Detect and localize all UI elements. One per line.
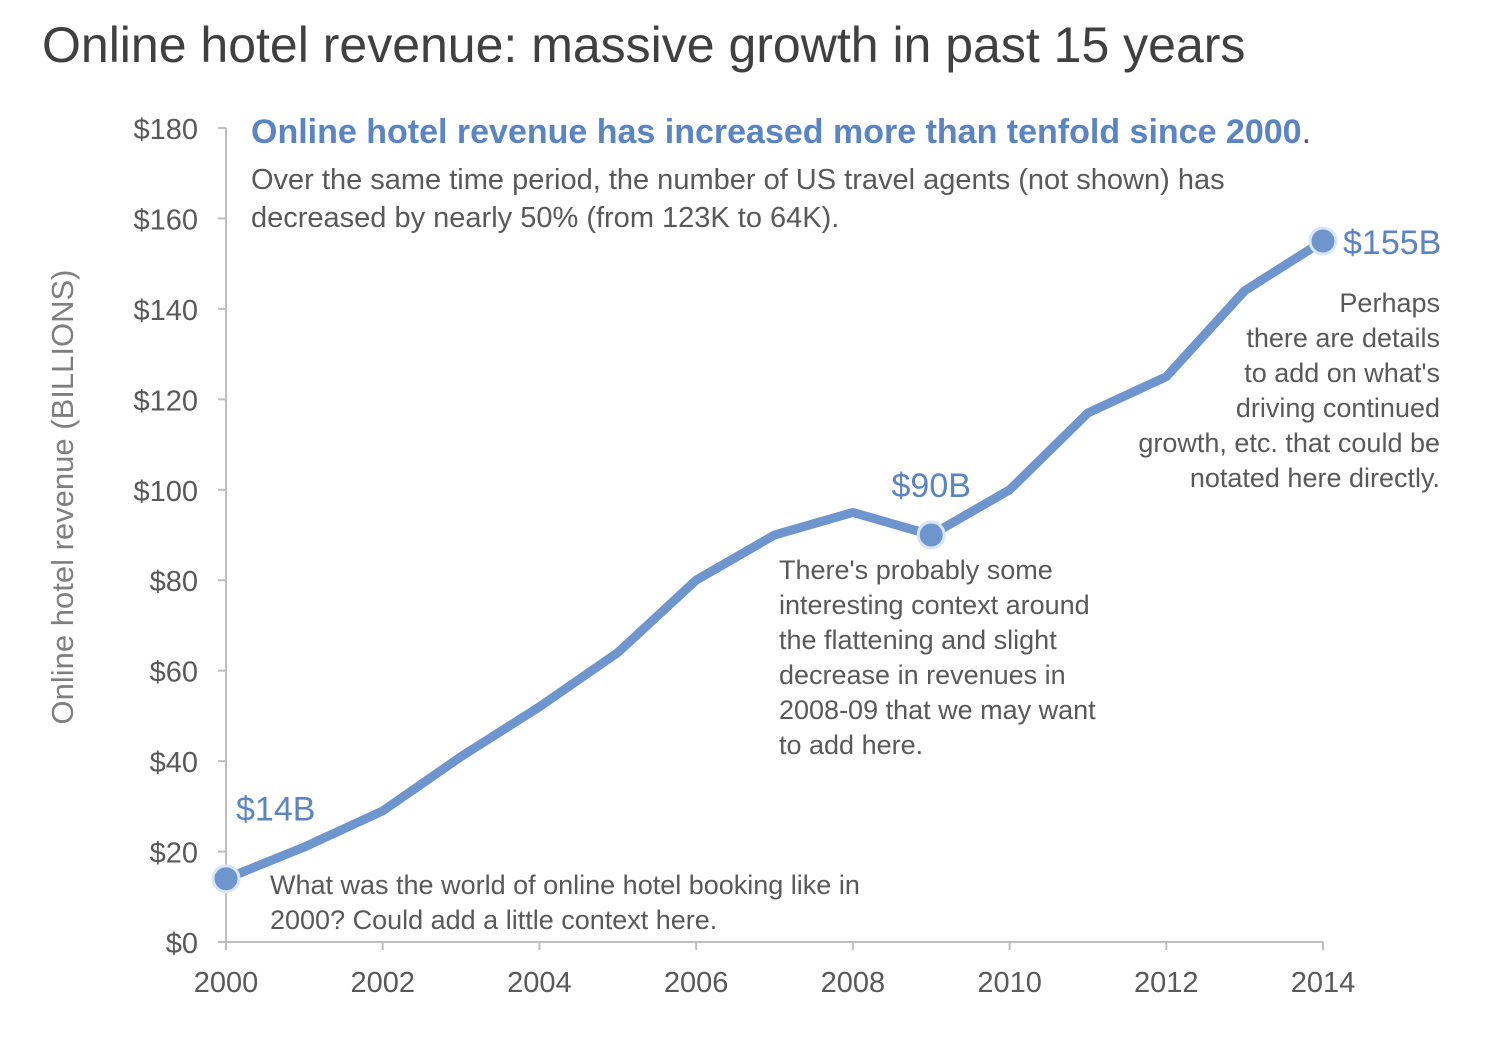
y-tick-label: $20 bbox=[150, 838, 198, 870]
subtext-annotation: Over the same time period, the number of… bbox=[251, 164, 1225, 234]
highlight-marker-2000 bbox=[211, 864, 241, 894]
note-2014-line: Perhaps bbox=[1339, 288, 1440, 318]
y-tick-label: $0 bbox=[166, 928, 198, 960]
data-label-2014: $155B bbox=[1343, 224, 1441, 262]
subtext-annotation-line: Over the same time period, the number of… bbox=[251, 164, 1225, 196]
note-2000-line: What was the world of online hotel booki… bbox=[270, 870, 860, 900]
headline-annotation: Online hotel revenue has increased more … bbox=[251, 113, 1311, 151]
x-tick-label: 2014 bbox=[1291, 967, 1356, 999]
y-tick-label: $100 bbox=[133, 476, 198, 508]
y-tick-label: $60 bbox=[150, 657, 198, 689]
x-tick-label: 2000 bbox=[194, 967, 259, 999]
note-2009-line: 2008-09 that we may want bbox=[779, 695, 1096, 725]
note-2014-line: growth, etc. that could be bbox=[1138, 428, 1440, 458]
note-2000: What was the world of online hotel booki… bbox=[270, 870, 860, 935]
headline-period: . bbox=[1302, 113, 1311, 151]
y-tick-label: $160 bbox=[133, 204, 198, 236]
note-2009-line: to add here. bbox=[779, 730, 923, 760]
y-tick-label: $180 bbox=[133, 114, 198, 146]
data-label-2000: $14B bbox=[236, 791, 315, 829]
x-tick-label: 2008 bbox=[821, 967, 886, 999]
note-2014: Perhaps there are details to add on what's… bbox=[1138, 288, 1440, 493]
subtext-annotation-line: decreased by nearly 50% (from 123K to 64… bbox=[251, 202, 839, 234]
x-axis: 2000 2002 2004 2006 2008 2010 2012 2014 bbox=[194, 941, 1356, 999]
series-line bbox=[221, 236, 1328, 884]
y-axis: $0 $20 $40 $60 $80 $100 $120 $140 $160 $180 bbox=[133, 114, 227, 960]
x-tick-label: 2002 bbox=[350, 967, 415, 999]
note-2014-line: to add on what's bbox=[1244, 358, 1440, 388]
note-2009-line: the flattening and slight bbox=[779, 625, 1057, 655]
x-tick-label: 2006 bbox=[664, 967, 729, 999]
highlight-marker-2014 bbox=[1308, 226, 1338, 256]
y-tick-label: $80 bbox=[150, 566, 198, 598]
x-tick-label: 2004 bbox=[507, 967, 572, 999]
note-2009-line: decrease in revenues in bbox=[779, 660, 1066, 690]
series-online-hotel-revenue: $14B $90B $155B bbox=[211, 224, 1441, 894]
y-axis-label: Online hotel revenue (BILLIONS) bbox=[45, 270, 80, 725]
y-tick-label: $40 bbox=[150, 747, 198, 779]
chart-title: Online hotel revenue: massive growth in … bbox=[42, 17, 1246, 73]
y-tick-label: $140 bbox=[133, 295, 198, 327]
highlight-marker-2009 bbox=[916, 520, 946, 550]
note-2014-line: notated here directly. bbox=[1190, 463, 1440, 493]
y-tick-label: $120 bbox=[133, 385, 198, 417]
x-tick-label: 2012 bbox=[1134, 967, 1199, 999]
note-2014-line: there are details bbox=[1246, 323, 1440, 353]
note-2000-line: 2000? Could add a little context here. bbox=[270, 905, 717, 935]
annotations: Online hotel revenue has increased more … bbox=[251, 113, 1440, 935]
note-2009-line: interesting context around bbox=[779, 590, 1090, 620]
note-2009: There's probably some interesting context… bbox=[779, 555, 1096, 760]
x-tick-label: 2010 bbox=[977, 967, 1042, 999]
note-2009-line: There's probably some bbox=[779, 555, 1053, 585]
note-2014-line: driving continued bbox=[1236, 393, 1440, 423]
data-label-2009: $90B bbox=[892, 467, 971, 505]
